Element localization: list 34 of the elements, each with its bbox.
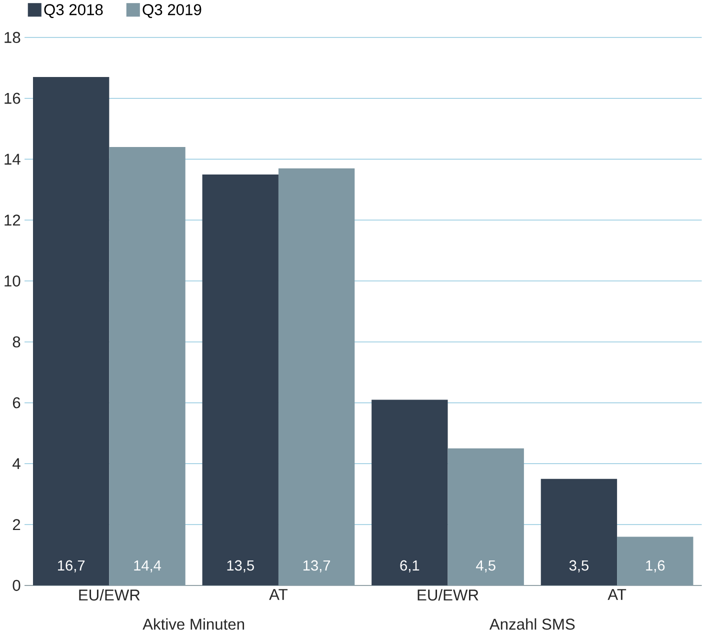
legend-label: Q3 2018 (44, 4, 103, 18)
x-tick-label: AT (608, 588, 626, 600)
bar (33, 76, 110, 586)
y-tick-label: 4 (12, 458, 20, 469)
bar (617, 536, 694, 586)
bar (448, 448, 524, 586)
bar (202, 174, 278, 586)
x-tick-label: AT (269, 588, 288, 600)
data-label: 14,4 (134, 560, 162, 572)
data-label: 3,5 (569, 560, 588, 572)
y-tick-label: 2 (12, 518, 20, 530)
y-tick-label: 12 (4, 214, 20, 226)
data-label: 1,6 (646, 560, 665, 572)
x-tick-label: EU/EWR (79, 588, 140, 600)
bar (372, 400, 448, 586)
y-tick-label: 16 (4, 92, 20, 104)
data-label: 4,5 (476, 560, 496, 572)
bar (540, 478, 618, 586)
data-label: 6,1 (400, 560, 420, 572)
text: Anzahl SMS (489, 618, 575, 630)
y-tick-label: 0 (12, 580, 20, 591)
bar (109, 146, 186, 586)
y-tick-label: 14 (4, 154, 20, 164)
data-label: 16,7 (58, 560, 85, 572)
data-label: 13,5 (227, 560, 254, 572)
y-tick-label: 6 (12, 397, 20, 408)
x-tick-label: EU/EWR (418, 588, 478, 600)
y-tick-label: 8 (12, 336, 20, 348)
y-tick-label: 10 (4, 275, 20, 286)
text: Aktive Minuten (142, 618, 244, 630)
data-label: 13,7 (303, 560, 330, 572)
legend-label: Q3 2019 (142, 4, 202, 18)
y-tick-label: 18 (4, 32, 20, 43)
bar (278, 168, 355, 586)
